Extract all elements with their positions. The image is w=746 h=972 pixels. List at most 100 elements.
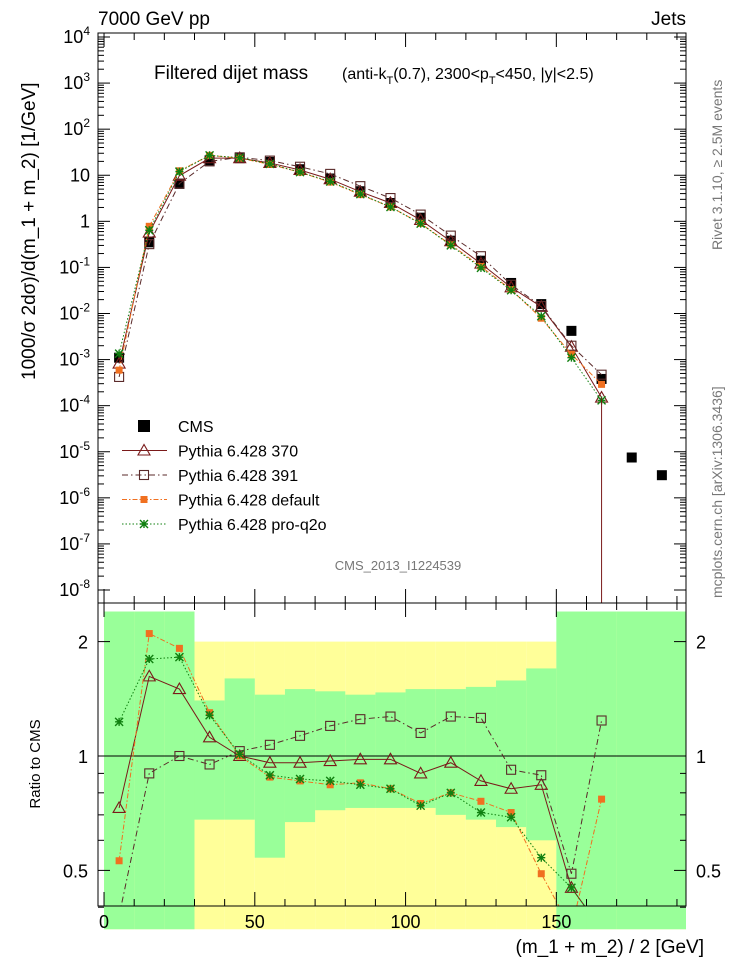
inner-band-bin — [616, 611, 686, 930]
ratio-point — [446, 788, 456, 798]
ratio-point — [294, 730, 306, 741]
ratio-point — [475, 712, 487, 723]
legend-item: Pythia 6.428 370 — [122, 443, 298, 461]
inner-band-bin — [104, 611, 135, 930]
legend-label: Pythia 6.428 default — [178, 493, 320, 510]
ratio-point — [504, 781, 519, 794]
data-point — [144, 225, 154, 235]
ratio-point — [112, 800, 127, 813]
ratio-point — [325, 720, 336, 731]
data-point — [506, 277, 517, 288]
ratio-point — [537, 870, 545, 878]
ratio-point — [202, 730, 217, 743]
data-point — [566, 353, 576, 363]
ratio-point — [295, 774, 305, 784]
inner-band-bin — [526, 668, 557, 841]
ratio-point — [564, 880, 579, 893]
data-point — [446, 240, 456, 250]
x-axis: 0 50 100 150 — [99, 33, 678, 932]
y-tick-label: 10-2 — [59, 301, 90, 324]
ratio-point — [383, 752, 398, 765]
ratio-point — [506, 764, 517, 775]
legend-label: Pythia 6.428 391 — [178, 468, 298, 485]
legend-label: Pythia 6.428 pro-q2o — [178, 517, 327, 534]
legend-marker — [138, 469, 150, 481]
data-point — [566, 325, 577, 336]
y-axis-title-main: 1000/σ 2dσ)/d(m_1 + m_2) [1/GeV] — [19, 82, 40, 380]
data-point — [415, 209, 426, 220]
legend-item: Pythia 6.428 pro-q2o — [122, 517, 327, 534]
ratio-point — [476, 808, 486, 818]
plot-title: Filtered dijet mass — [154, 63, 308, 84]
ratio-point — [115, 857, 123, 865]
data-point — [385, 202, 395, 212]
y-tick-label: 102 — [63, 116, 90, 139]
ratio-point — [142, 669, 157, 682]
inner-band-bin — [134, 611, 165, 930]
series-line — [118, 156, 602, 378]
ratio-line — [118, 632, 603, 906]
ratio-plot-panel: 0.5 0.5 1 1 2 2 0 50 100 150 — [63, 33, 721, 932]
legend-marker — [139, 519, 149, 529]
ratio-y-tick-label-right: 2 — [696, 633, 706, 653]
ratio-point — [144, 768, 155, 779]
ratio-point — [445, 711, 456, 722]
ratio-point — [385, 711, 396, 722]
mcplots-reference-label: mcplots.cern.ch [arXiv:1306.3436] — [709, 386, 725, 598]
data-point — [476, 263, 486, 273]
ratio-point — [598, 795, 606, 803]
data-point — [596, 369, 607, 380]
y-tick-label: 10 — [70, 165, 90, 185]
x-axis-title: (m_1 + m_2) / 2 [GeV] — [516, 937, 705, 958]
ratio-point — [566, 868, 577, 879]
data-point — [265, 159, 275, 169]
main-y-axis: 10-8 10-7 10-6 10-5 10-4 10-3 10-2 10-1 1 10 102 10… — [59, 24, 686, 600]
ratio-y-tick-label-left: 1 — [78, 747, 88, 767]
ratio-point — [172, 681, 187, 695]
data-point — [536, 311, 546, 321]
y-tick-label: 10-8 — [59, 577, 90, 600]
ratio-point — [174, 652, 184, 662]
ratio-point — [596, 715, 607, 726]
data-point — [656, 470, 667, 481]
inner-band-bin — [345, 694, 376, 808]
y-tick-label: 10-6 — [59, 485, 90, 508]
y-tick-label: 10-1 — [59, 254, 90, 277]
data-point — [415, 212, 426, 223]
data-point — [416, 219, 426, 229]
ratio-y-tick-label-left: 2 — [78, 633, 88, 653]
ratio-point — [413, 766, 428, 779]
x-tick-label: 50 — [245, 912, 265, 932]
ratio-point — [506, 812, 516, 822]
legend-item: Pythia 6.428 391 — [122, 468, 298, 485]
ratio-point — [353, 752, 368, 765]
inner-band-bin — [315, 691, 346, 811]
ratio-y-axis: 0.5 0.5 1 1 2 2 — [63, 633, 721, 908]
analysis-watermark: CMS_2013_I1224539 — [335, 558, 462, 573]
data-point — [536, 299, 547, 310]
ratio-point — [355, 714, 366, 725]
ratio-point — [144, 654, 154, 664]
data-point — [598, 380, 606, 388]
legend-label: CMS — [178, 419, 214, 436]
x-tick-label: 150 — [541, 912, 571, 932]
legend-item: CMS — [138, 419, 214, 436]
legend: CMS Pythia 6.428 370 Pythia 6.428 391 Pythi… — [122, 419, 327, 534]
data-point — [144, 239, 155, 250]
selection-label: (anti-kT(0.7), 2300<pT<450, |y|<2.5) — [342, 66, 594, 87]
ratio-y-tick-label-left: 0.5 — [63, 861, 88, 881]
data-point — [204, 155, 215, 166]
inner-band-bin — [496, 680, 527, 828]
ratio-plot-frame — [97, 602, 687, 907]
data-point — [445, 230, 456, 241]
ratio-point — [262, 755, 277, 768]
data-point — [325, 177, 335, 187]
y-tick-label: 10-5 — [59, 439, 90, 462]
data-point — [174, 178, 185, 189]
ratio-point — [477, 797, 485, 805]
data-point — [566, 340, 577, 351]
ratio-point — [145, 630, 153, 638]
ratio-point — [355, 780, 365, 790]
ratio-point — [323, 753, 338, 767]
